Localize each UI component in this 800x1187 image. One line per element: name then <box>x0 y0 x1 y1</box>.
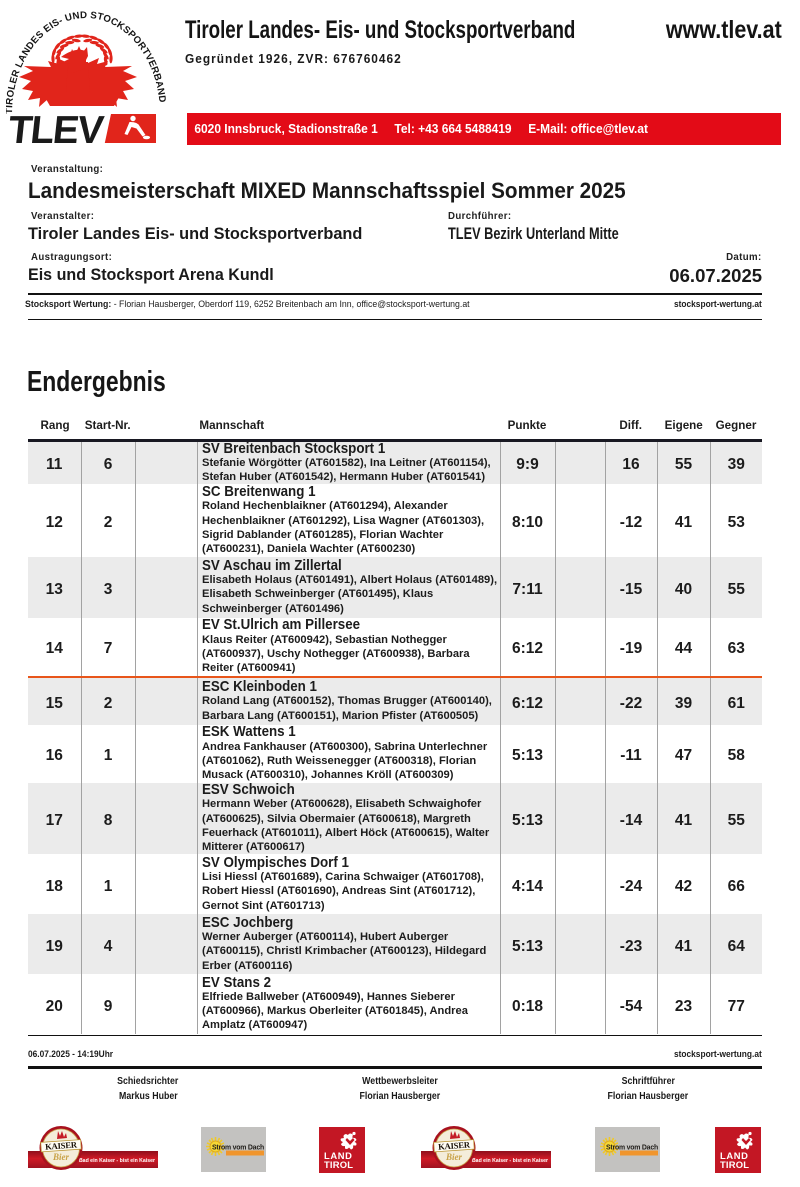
svg-text:Bad ein Kaiser - bist ein Kais: Bad ein Kaiser - bist ein Kaiser <box>79 1158 155 1164</box>
svg-text:TIROL: TIROL <box>720 1159 749 1170</box>
svg-text:KAISER: KAISER <box>438 1139 471 1151</box>
svg-text:KAISER: KAISER <box>45 1139 78 1151</box>
svg-text:Bier: Bier <box>52 1152 69 1162</box>
svg-text:TIROL: TIROL <box>324 1159 353 1170</box>
svg-text:Bad ein Kaiser - bist ein Kais: Bad ein Kaiser - bist ein Kaiser <box>472 1158 548 1164</box>
svg-text:Strom vom Dach: Strom vom Dach <box>606 1144 658 1151</box>
svg-text:TLEV: TLEV <box>6 109 106 148</box>
svg-text:Strom vom Dach: Strom vom Dach <box>212 1144 264 1151</box>
svg-text:LAND: LAND <box>720 1150 748 1161</box>
svg-text:LAND: LAND <box>324 1150 352 1161</box>
svg-text:Bier: Bier <box>445 1152 462 1162</box>
